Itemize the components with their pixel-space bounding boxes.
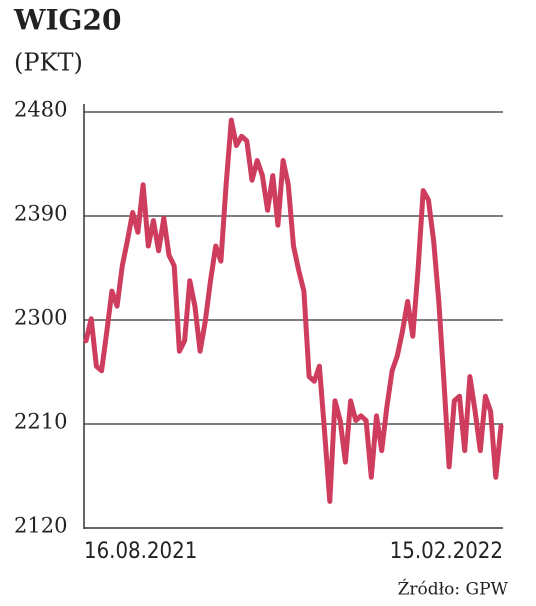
chart-title: WIG20 bbox=[13, 4, 121, 37]
chart-subtitle: (PKT) bbox=[14, 49, 83, 77]
y-tick-label: 2480 bbox=[14, 98, 67, 122]
source: Źródło: GPW bbox=[398, 579, 509, 600]
x-tick-label: 16.08.2021 bbox=[84, 539, 197, 564]
line bbox=[83, 117, 504, 504]
y-tick-label: 2210 bbox=[14, 410, 67, 434]
y-tick-label: 2120 bbox=[14, 514, 67, 538]
x-tick-label: 15.02.2022 bbox=[390, 539, 503, 564]
y-tick-label: 2390 bbox=[14, 202, 67, 226]
y-tick-label: 2300 bbox=[14, 306, 67, 330]
